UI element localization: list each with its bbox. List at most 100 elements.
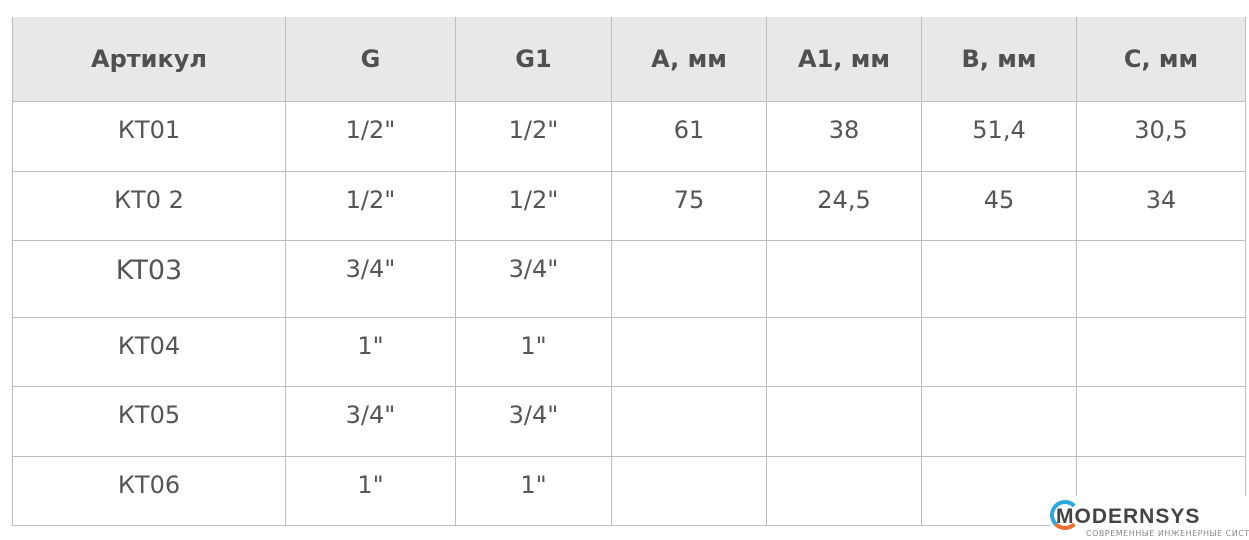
- cell-text: [922, 387, 1076, 401]
- header-c: C, мм: [1076, 17, 1246, 102]
- cell-text: [612, 241, 766, 255]
- table-cell: 1": [455, 456, 612, 526]
- cell-text: 61: [673, 116, 705, 144]
- table-cell: 1/2": [285, 101, 456, 172]
- cell-text: 3/4": [345, 401, 396, 429]
- cell-text: [767, 241, 921, 255]
- table-cell: [766, 240, 922, 318]
- table-row: КТ06 1" 1": [12, 456, 1246, 526]
- spec-table: Артикул G G1 A, мм A1, мм B, мм C, мм КТ…: [12, 17, 1246, 526]
- cell-text: [612, 387, 766, 401]
- cell-text: КТ05: [117, 401, 181, 429]
- cell-text: 34: [1145, 186, 1177, 214]
- cell-text: [1077, 318, 1245, 332]
- table-row: КТ0 2 1/2" 1/2" 75 24,5 45 34: [12, 171, 1246, 241]
- cell-text: [922, 241, 1076, 255]
- table-cell: КТ05: [12, 386, 286, 457]
- table-cell: 34: [1076, 171, 1246, 241]
- table-cell: 3/4": [455, 240, 612, 318]
- header-article: Артикул: [12, 17, 286, 102]
- cell-text: 51,4: [972, 116, 1026, 144]
- table-cell: [611, 317, 767, 387]
- table-cell: 24,5: [766, 171, 922, 241]
- table-row: КТ01 1/2" 1/2" 61 38 51,4 30,5: [12, 101, 1246, 172]
- table-cell: 3/4": [285, 240, 456, 318]
- cell-text: [1077, 387, 1245, 401]
- cell-text: [922, 318, 1076, 332]
- cell-text: 75: [673, 186, 705, 214]
- cell-text: KT03: [115, 255, 183, 286]
- cell-text: КТ06: [117, 471, 181, 499]
- cell-text: [612, 318, 766, 332]
- table-cell: [1076, 317, 1246, 387]
- table-cell: [921, 386, 1077, 457]
- table-cell: 1": [285, 456, 456, 526]
- table-cell: [1076, 386, 1246, 457]
- cell-text: 30,5: [1134, 116, 1188, 144]
- header-g1: G1: [455, 17, 612, 102]
- cell-text: [767, 387, 921, 401]
- header-g: G: [285, 17, 456, 102]
- table-cell: 3/4": [285, 386, 456, 457]
- header-a: A, мм: [611, 17, 767, 102]
- table-cell: 1": [455, 317, 612, 387]
- cell-text: [767, 318, 921, 332]
- table-cell: [611, 456, 767, 526]
- table-cell: [611, 386, 767, 457]
- cell-text: 1": [357, 332, 384, 360]
- table-cell: [921, 317, 1077, 387]
- cell-text: КТ0 2: [114, 186, 184, 214]
- logo-tagline: СОВРЕМЕННЫЕ ИНЖЕНЕРНЫЕ СИСТЕМЫ: [1086, 529, 1249, 538]
- cell-text: 3/4": [345, 255, 396, 283]
- cell-text: КТ01: [117, 116, 181, 144]
- table-cell: КТ04: [12, 317, 286, 387]
- cell-text: 1/2": [508, 186, 559, 214]
- table-cell: 1/2": [285, 171, 456, 241]
- table-row: КТ05 3/4" 3/4": [12, 386, 1246, 457]
- header-b: B, мм: [921, 17, 1077, 102]
- table-cell: [1076, 240, 1246, 318]
- cell-text: [1077, 241, 1245, 255]
- cell-text: КТ04: [117, 332, 181, 360]
- cell-text: 1/2": [345, 186, 396, 214]
- cell-text: 3/4": [508, 255, 559, 283]
- table-cell: 75: [611, 171, 767, 241]
- table-row: KT03 3/4" 3/4": [12, 240, 1246, 318]
- cell-text: 45: [983, 186, 1015, 214]
- cell-text: 1/2": [508, 116, 559, 144]
- cell-text: 1": [357, 471, 384, 499]
- table-cell: 30,5: [1076, 101, 1246, 172]
- table-cell: 45: [921, 171, 1077, 241]
- cell-text: 1": [520, 471, 547, 499]
- modernsys-logo: MODERNSYS СОВРЕМЕННЫЕ ИНЖЕНЕРНЫЕ СИСТЕМЫ: [1050, 496, 1249, 540]
- header-row: Артикул G G1 A, мм A1, мм B, мм C, мм: [12, 17, 1246, 102]
- table-cell: [766, 456, 922, 526]
- table-cell: [921, 240, 1077, 318]
- cell-text: [922, 457, 1076, 471]
- table-cell: 51,4: [921, 101, 1077, 172]
- cell-text: [612, 457, 766, 471]
- table-cell: KT03: [12, 240, 286, 318]
- table-cell: КТ06: [12, 456, 286, 526]
- cell-text: 1": [520, 332, 547, 360]
- table-cell: [766, 386, 922, 457]
- logo-word: MODERNSYS: [1056, 505, 1201, 528]
- cell-text: 38: [828, 116, 860, 144]
- logo-ring-icon: [1050, 500, 1080, 530]
- header-a1: A1, мм: [766, 17, 922, 102]
- table-cell: [611, 240, 767, 318]
- table-cell: 1": [285, 317, 456, 387]
- table-cell: КТ0 2: [12, 171, 286, 241]
- table-cell: 3/4": [455, 386, 612, 457]
- table-cell: 38: [766, 101, 922, 172]
- table-cell: [766, 317, 922, 387]
- table-cell: 1/2": [455, 171, 612, 241]
- cell-text: [1077, 457, 1245, 471]
- table-row: КТ04 1" 1": [12, 317, 1246, 387]
- cell-text: 1/2": [345, 116, 396, 144]
- table-cell: 1/2": [455, 101, 612, 172]
- table-cell: КТ01: [12, 101, 286, 172]
- table-cell: 61: [611, 101, 767, 172]
- cell-text: [767, 457, 921, 471]
- cell-text: 3/4": [508, 401, 559, 429]
